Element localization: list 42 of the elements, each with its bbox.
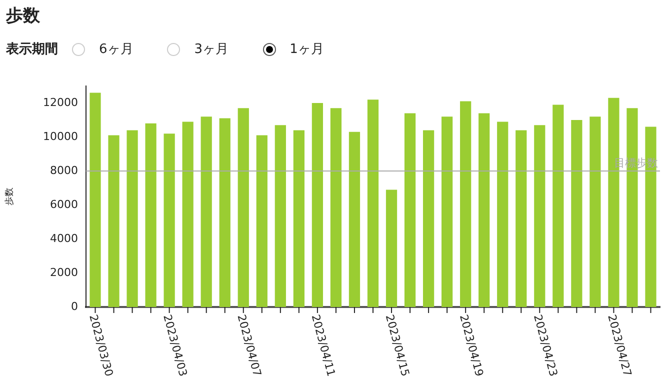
y-tick-label: 12000 [43, 96, 78, 109]
bar [626, 108, 638, 307]
bar [238, 108, 249, 307]
bar [200, 116, 212, 307]
bar [422, 130, 434, 307]
y-tick-label: 4000 [50, 232, 78, 245]
bar [348, 132, 360, 307]
bar [404, 113, 416, 307]
bar [367, 100, 379, 307]
y-tick-label: 8000 [50, 164, 78, 177]
bar [312, 103, 324, 307]
bar [534, 125, 546, 307]
text: 表示期間 [6, 41, 58, 58]
y-tick-label: 2000 [50, 266, 78, 279]
y-tick-label: 0 [71, 300, 78, 313]
bar [274, 125, 286, 307]
text: 3ヶ月 [194, 41, 229, 58]
bar [108, 135, 120, 307]
bar [552, 104, 564, 307]
bar [182, 122, 194, 307]
bar [164, 134, 175, 307]
bar [497, 122, 508, 307]
bar [590, 116, 601, 307]
y-tick-label: 10000 [43, 130, 78, 143]
bar [145, 123, 156, 307]
bar [478, 113, 490, 307]
bar [90, 92, 101, 307]
bar [516, 130, 527, 307]
chart-title: 歩数 [6, 5, 40, 27]
bar [293, 130, 304, 307]
bar [571, 120, 582, 307]
bar [330, 108, 342, 307]
bar [386, 190, 398, 307]
y-axis-title: 歩数 [4, 188, 14, 206]
bar [460, 101, 472, 307]
bar [256, 135, 268, 307]
bar [126, 130, 138, 307]
bar [442, 116, 453, 307]
text: 6ヶ月 [99, 41, 134, 58]
y-tick-label: 6000 [50, 198, 78, 211]
bar [219, 118, 230, 307]
text: 1ヶ月 [290, 41, 324, 58]
